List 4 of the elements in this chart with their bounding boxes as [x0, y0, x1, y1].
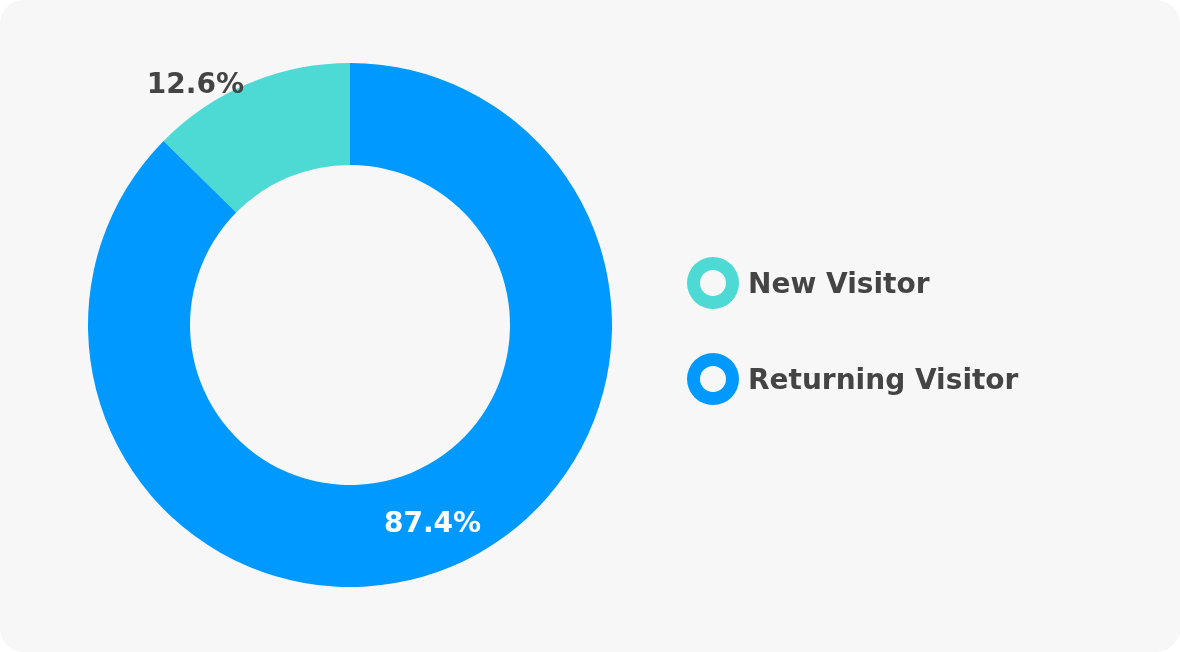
- legend-label: New Visitor: [748, 266, 930, 300]
- data-label: 12.6%: [146, 66, 244, 100]
- legend-label: Returning Visitor: [748, 362, 1019, 396]
- data-label: 87.4%: [383, 505, 482, 539]
